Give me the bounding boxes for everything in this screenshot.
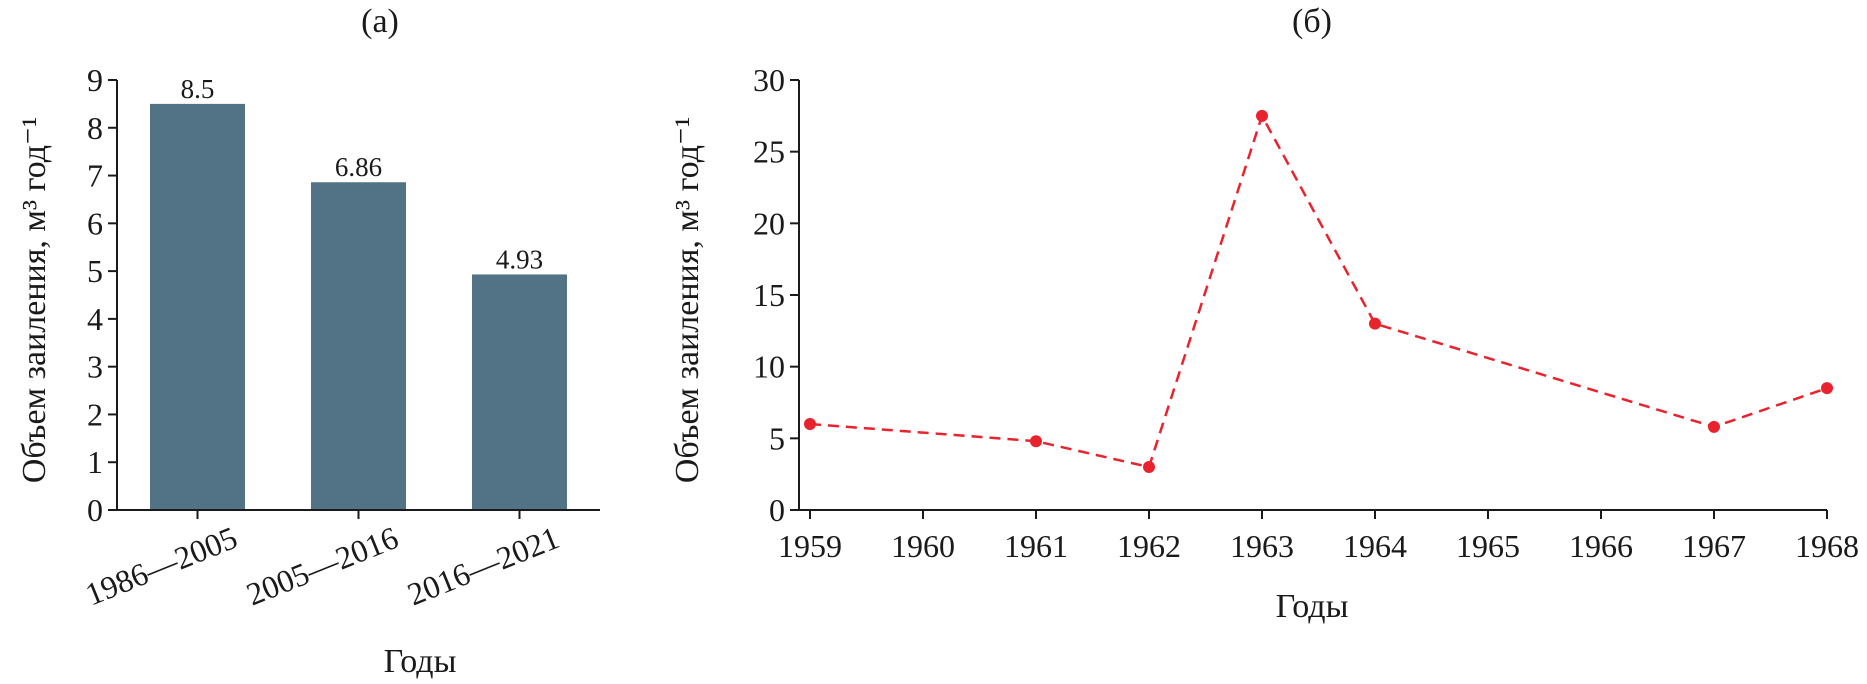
- x-tick-label: 1959: [778, 528, 842, 564]
- bar: [150, 103, 245, 510]
- panel-a-label: (а): [361, 3, 399, 40]
- bar-data-label: 8.5: [181, 74, 215, 104]
- panel-a-x-axis-label: Годы: [384, 643, 457, 680]
- x-tick-label: 2005—2016: [241, 519, 403, 612]
- x-tick-label: 1964: [1343, 528, 1407, 564]
- x-tick-label: 1968: [1795, 528, 1859, 564]
- panel-b-x-axis-label: Годы: [1276, 588, 1349, 625]
- series-line: [809, 112, 1828, 469]
- x-tick-label: 1965: [1456, 528, 1520, 564]
- data-point: [1369, 317, 1381, 330]
- x-tick-label: 1960: [891, 528, 955, 564]
- y-tick-label: 10: [753, 349, 785, 385]
- x-tick-label: 1963: [1230, 528, 1294, 564]
- bar: [472, 274, 567, 510]
- data-point: [1708, 420, 1720, 433]
- y-tick-label: 8: [87, 110, 103, 146]
- x-tick-label: 1962: [1117, 528, 1181, 564]
- y-tick-label: 7: [87, 158, 103, 194]
- x-tick-label: 1986—2005: [80, 519, 242, 612]
- x-tick-label: 1966: [1569, 528, 1633, 564]
- y-tick-label: 5: [769, 420, 785, 456]
- x-tick-label: 2016—2021: [402, 519, 564, 612]
- y-tick-label: 15: [753, 277, 785, 313]
- y-tick-label: 30: [753, 62, 785, 98]
- panel-b-y-axis-label: Объем заиления, м³ год⁻¹: [669, 117, 706, 483]
- panel-a-y-axis-label: Объем заиления, м³ год⁻¹: [16, 117, 53, 483]
- bar: [311, 182, 406, 510]
- y-tick-label: 2: [87, 396, 103, 432]
- y-tick-label: 9: [87, 62, 103, 98]
- panel-b-label: (б): [1292, 3, 1332, 40]
- panel-a-bar-chart: (а) 8.5 6.86 4.93 0 1 2 3 4 5 6 7 8 9 1986—2005 2005…: [16, 3, 600, 680]
- data-point: [1256, 109, 1268, 122]
- y-tick-label: 0: [87, 492, 103, 528]
- data-point: [1143, 461, 1155, 473]
- data-point: [804, 418, 816, 430]
- x-tick-label: 1961: [1004, 528, 1068, 564]
- y-tick-label: 5: [87, 253, 103, 289]
- bar-data-label: 4.93: [496, 244, 543, 274]
- y-tick-label: 3: [87, 349, 103, 385]
- y-tick-label: 6: [87, 205, 103, 241]
- bar-data-label: 6.86: [335, 152, 382, 182]
- y-tick-label: 4: [87, 301, 103, 337]
- x-tick-label: 1967: [1682, 528, 1746, 564]
- y-tick-label: 25: [753, 134, 785, 170]
- data-point: [1030, 435, 1042, 448]
- y-tick-label: 20: [753, 205, 785, 241]
- y-tick-label: 1: [87, 444, 103, 480]
- panel-b-line-chart: (б) 0 5 10 15 20 25 30 1959 1960 1961 1962 1963 196…: [669, 3, 1859, 625]
- panel-a-axes: [116, 80, 600, 511]
- data-point: [1821, 382, 1833, 395]
- y-tick-label: 0: [769, 492, 785, 528]
- panel-b-axes: [798, 80, 1827, 511]
